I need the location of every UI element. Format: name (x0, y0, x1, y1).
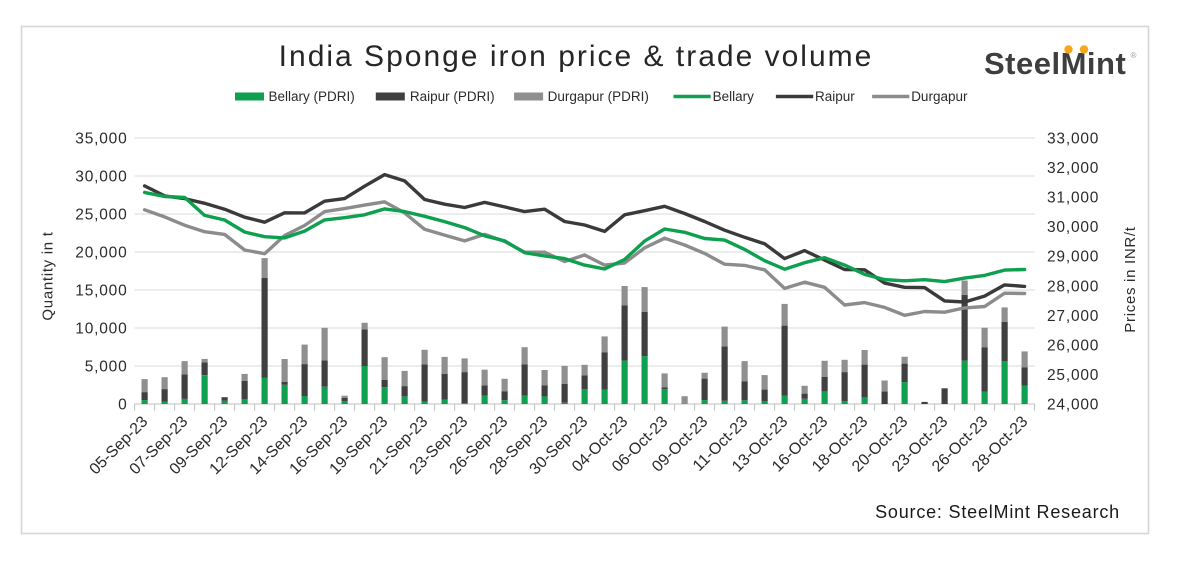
svg-text:®: ® (1131, 51, 1137, 60)
svg-text:27,000: 27,000 (1047, 308, 1099, 325)
svg-text:31,000: 31,000 (1047, 190, 1099, 207)
svg-text:29,000: 29,000 (1047, 249, 1099, 266)
svg-text:25,000: 25,000 (75, 207, 127, 224)
svg-text:Bellary: Bellary (713, 89, 755, 104)
svg-text:15,000: 15,000 (75, 283, 127, 300)
svg-text:26,000: 26,000 (1047, 337, 1099, 354)
svg-text:20,000: 20,000 (75, 245, 127, 262)
svg-text:Durgapur (PDRI): Durgapur (PDRI) (548, 89, 649, 104)
svg-text:Durgapur: Durgapur (911, 89, 968, 104)
svg-text:Quantity in t: Quantity in t (40, 231, 57, 320)
svg-text:0: 0 (118, 397, 127, 414)
svg-text:33,000: 33,000 (1047, 131, 1099, 148)
svg-text:Bellary (PDRI): Bellary (PDRI) (269, 89, 355, 104)
svg-text:30,000: 30,000 (75, 169, 127, 186)
svg-text:30,000: 30,000 (1047, 219, 1099, 236)
svg-text:Raipur: Raipur (815, 89, 855, 104)
svg-text:25,000: 25,000 (1047, 367, 1099, 384)
svg-text:32,000: 32,000 (1047, 160, 1099, 177)
svg-text:Prices in INR/t: Prices in INR/t (1122, 226, 1139, 332)
svg-text:24,000: 24,000 (1047, 397, 1099, 414)
svg-text:28,000: 28,000 (1047, 278, 1099, 295)
svg-text:35,000: 35,000 (75, 131, 127, 148)
svg-text:Raipur (PDRI): Raipur (PDRI) (410, 89, 495, 104)
svg-text:5,000: 5,000 (85, 359, 128, 376)
svg-text:Source: SteelMint Research: Source: SteelMint Research (875, 502, 1120, 522)
svg-text:India Sponge iron price & trad: India Sponge iron price & trade volume (279, 40, 874, 73)
svg-text:SteelMint: SteelMint (984, 46, 1126, 81)
svg-text:10,000: 10,000 (75, 321, 127, 338)
